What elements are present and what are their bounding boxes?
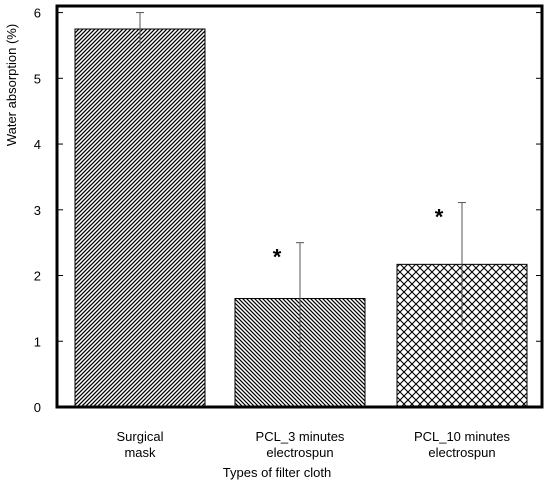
- significance-star-2: *: [273, 245, 282, 270]
- y-tick-label: 3: [34, 203, 41, 218]
- category-label-2: electrospun: [266, 445, 333, 460]
- y-tick-label: 2: [34, 269, 41, 284]
- x-axis-title: Types of filter cloth: [223, 465, 331, 480]
- y-tick-label: 1: [34, 334, 41, 349]
- y-tick-label: 0: [34, 400, 41, 415]
- category-label-3: electrospun: [428, 445, 495, 460]
- y-tick-label: 4: [34, 137, 41, 152]
- category-label-1: mask: [124, 445, 156, 460]
- bar-1: [74, 28, 206, 408]
- category-label-2: PCL_3 minutes: [256, 429, 345, 444]
- significance-markers: **: [273, 205, 444, 270]
- error-bars-layer: [136, 12, 466, 355]
- significance-star-3: *: [435, 205, 444, 230]
- y-axis-ticks: 0 1 2 3 4 5 6: [34, 6, 542, 415]
- y-tick-label: 6: [34, 6, 41, 21]
- y-axis-title: Water absorption (%): [4, 24, 19, 146]
- plot-frame: [55, 4, 544, 409]
- bars-layer: [74, 28, 528, 408]
- category-label-3: PCL_10 minutes: [414, 429, 511, 444]
- category-label-1: Surgical: [117, 429, 164, 444]
- y-tick-label: 5: [34, 71, 41, 86]
